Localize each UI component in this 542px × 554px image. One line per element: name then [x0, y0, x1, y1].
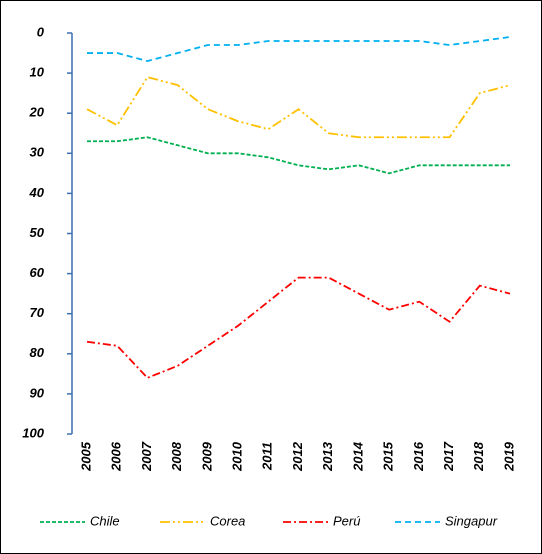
x-tick-label: 2007	[139, 441, 154, 472]
x-tick-label: 2014	[350, 441, 365, 472]
y-tick-label: 40	[29, 185, 45, 200]
x-tick-label: 2011	[260, 442, 275, 471]
series-line	[86, 276, 511, 379]
y-tick-label: 30	[30, 145, 45, 160]
x-tick-label: 2019	[501, 441, 516, 472]
x-tick-label: 2012	[290, 441, 305, 472]
x-tick-label: 2018	[471, 441, 486, 472]
x-tick-label: 2015	[381, 441, 396, 472]
y-tick-label: 90	[30, 385, 45, 400]
x-tick-label: 2006	[109, 441, 124, 472]
y-tick-label: 70	[30, 305, 45, 320]
x-tick-label: 2005	[78, 441, 93, 472]
y-tick-label: 80	[30, 345, 45, 360]
legend-label: Singapur	[445, 513, 498, 528]
x-tick-label: 2016	[411, 441, 426, 472]
x-tick-label: 2010	[230, 441, 245, 472]
x-tick-label: 2009	[199, 441, 214, 472]
series-line	[87, 36, 511, 63]
legend-label: Chile	[90, 513, 120, 528]
x-tick-label: 2013	[320, 441, 335, 472]
y-tick-label: 10	[30, 65, 45, 80]
y-tick-label: 100	[22, 425, 44, 440]
legend-label: Corea	[210, 513, 245, 528]
x-tick-label: 2008	[169, 441, 184, 472]
y-tick-label: 0	[37, 24, 45, 39]
y-tick-label: 60	[30, 265, 45, 280]
series-line	[86, 76, 511, 139]
x-tick-label: 2017	[441, 441, 456, 472]
legend-label: Perú	[333, 513, 360, 528]
y-tick-label: 50	[30, 225, 45, 240]
y-tick-label: 20	[29, 105, 45, 120]
